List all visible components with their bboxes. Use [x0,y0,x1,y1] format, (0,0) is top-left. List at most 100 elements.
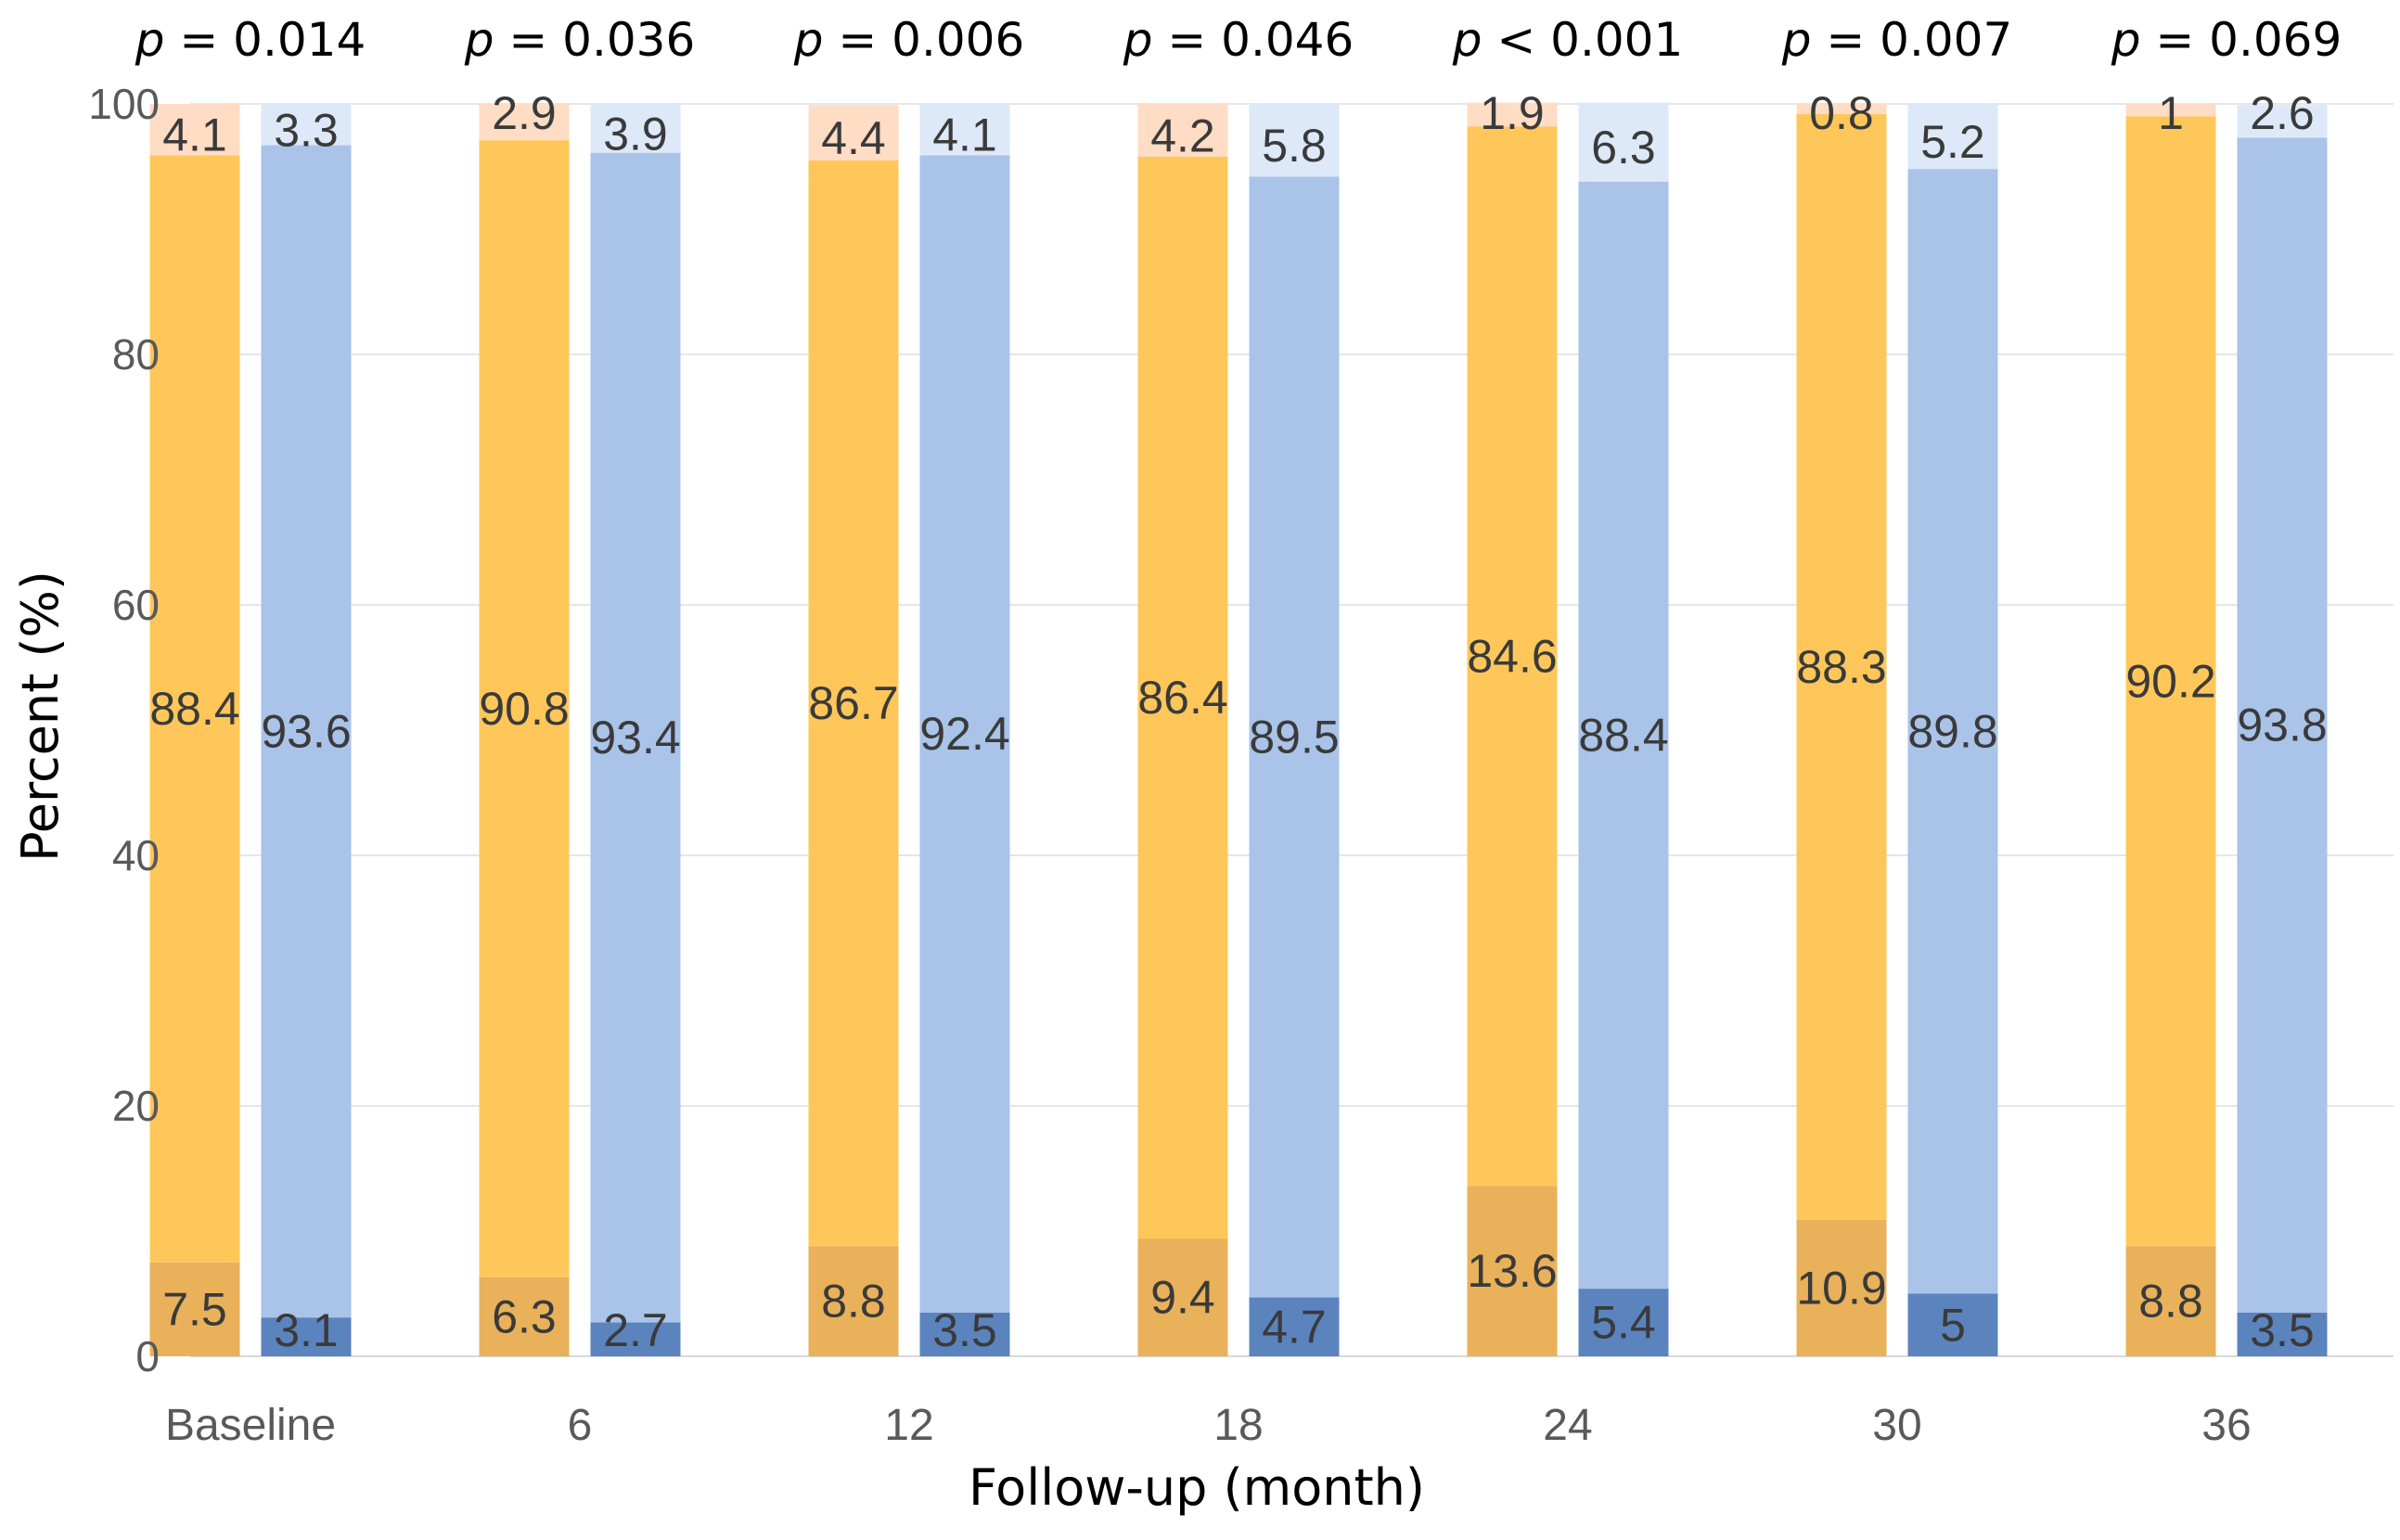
bar-segment-bottom-g0-6 [2125,1246,2216,1356]
p-value-label: p = 0.046 [1123,13,1354,67]
bar-label-bottom-g1-4: 5.4 [1591,1297,1656,1349]
bar-label-bottom-g1-6: 3.5 [2250,1304,2315,1356]
bar-segment-top-g1-2 [919,104,1010,156]
bar-label-top-g0-2: 4.4 [821,112,886,164]
bar-label-middle-g0-3: 86.4 [1137,672,1227,724]
bar-segment-bottom-g0-4 [1467,1186,1558,1356]
bar-label-bottom-g1-3: 4.7 [1262,1301,1327,1353]
bar-label-middle-g0-4: 84.6 [1467,630,1557,682]
p-value-text: = 0.046 [1152,13,1354,67]
bar-segment-bottom-g0-1 [479,1277,570,1356]
bar-label-middle-g0-5: 88.3 [1796,641,1886,693]
p-symbol: p [135,13,165,67]
axis-ticks: 0 20 40 60 80 100 Baseline 6 12 18 24 30 36 [88,80,2251,1450]
bar-segment-top-g1-5 [1907,104,1998,170]
bar-segment-top-g0-0 [149,104,240,156]
y-tick-label: 80 [112,330,160,379]
bar-label-bottom-g0-1: 6.3 [492,1290,557,1342]
bar-label-top-g0-4: 1.9 [1480,87,1545,139]
bar-label-middle-g1-1: 93.4 [590,712,680,764]
y-axis-title: Percent (%) [11,571,70,862]
bar-label-bottom-g1-2: 3.5 [932,1304,997,1356]
p-symbol: p [1452,13,1482,67]
bar-segment-middle-g0-2 [808,160,899,1247]
bar-segment-middle-g1-2 [919,155,1010,1313]
p-value-label: p = 0.006 [793,13,1025,67]
bar-label-top-g0-6: 1 [2158,87,2184,139]
p-value-label: p = 0.014 [135,13,366,67]
p-symbol: p [2111,13,2141,67]
p-value-label: p < 0.001 [1452,13,1684,67]
bar-label-top-g0-1: 2.9 [492,87,557,139]
bar-segment-bottom-g0-0 [149,1262,240,1356]
p-values: p = 0.014 p = 0.036 p = 0.006 p = 0.046 p < … [135,13,2342,67]
y-tick-label: 0 [135,1332,160,1380]
bar-label-middle-g1-4: 88.4 [1578,709,1668,761]
bar-segment-bottom-g1-1 [590,1322,681,1356]
p-symbol: p [464,13,494,67]
bar-label-bottom-g1-5: 5 [1940,1299,1966,1351]
y-tick-label: 100 [88,80,160,128]
bar-label-middle-g0-6: 90.2 [2125,655,2215,707]
bar-label-bottom-g1-0: 3.1 [274,1304,339,1356]
bar-label-top-g1-1: 3.9 [603,108,668,160]
bar-label-top-g1-2: 4.1 [932,109,997,161]
bar-segment-bottom-g0-3 [1137,1238,1228,1356]
bar-segment-middle-g0-0 [149,155,240,1263]
bar-label-bottom-g0-5: 10.9 [1796,1262,1886,1314]
p-symbol: p [793,13,824,67]
p-value-text: = 0.036 [494,13,695,67]
bar-segment-top-g1-3 [1249,104,1340,177]
bar-segment-middle-g1-6 [2237,137,2328,1313]
bar-labels: 7.5 88.4 4.1 3.1 93.6 3.3 6.3 90.8 2.9 2.7 93.4 3.9… [149,87,2327,1356]
bar-label-bottom-g0-2: 8.8 [821,1276,886,1328]
p-value-text: < 0.001 [1482,13,1683,67]
bar-segment-middle-g1-4 [1578,181,1669,1290]
p-value-label: p = 0.036 [464,13,696,67]
x-axis-title: Follow-up (month) [969,1458,1425,1517]
bar-segment-top-g0-1 [479,104,570,141]
bar-segment-bottom-g0-2 [808,1246,899,1356]
bar-label-top-g1-4: 6.3 [1591,122,1656,173]
bar-label-bottom-g0-3: 9.4 [1150,1272,1215,1324]
bar-label-top-g1-5: 5.2 [1920,116,1985,168]
bar-label-middle-g1-6: 93.8 [2237,699,2327,751]
bar-label-bottom-g0-4: 13.6 [1467,1245,1557,1297]
p-value-text: = 0.006 [823,13,1024,67]
bar-segment-bottom-g1-2 [919,1312,1010,1356]
y-tick-label: 40 [112,831,160,879]
bar-segment-top-g1-4 [1578,102,1669,182]
bar-label-middle-g0-1: 90.8 [479,683,569,735]
p-value-text: = 0.007 [1811,13,2012,67]
x-tick-label: 36 [2201,1401,2251,1450]
bar-segment-middle-g1-3 [1249,176,1340,1298]
bar-segment-top-g0-6 [2125,104,2216,117]
bar-label-top-g0-5: 0.8 [1809,87,1874,139]
bar-label-bottom-g0-0: 7.5 [162,1283,227,1335]
bar-label-top-g1-0: 3.3 [274,104,339,156]
bar-segment-bottom-g0-5 [1796,1219,1887,1356]
bar-label-top-g0-0: 4.1 [162,109,227,161]
bar-segment-middle-g1-1 [590,152,681,1323]
bar-segment-bottom-g1-6 [2237,1312,2328,1356]
bar-segment-middle-g0-1 [479,140,570,1277]
bar-segment-middle-g0-3 [1137,156,1228,1239]
p-value-text: = 0.014 [164,13,366,67]
bar-label-middle-g0-0: 88.4 [149,683,239,735]
x-tick-label: 18 [1213,1401,1263,1450]
y-tick-label: 60 [112,581,160,629]
bar-segment-bottom-g1-5 [1907,1293,1998,1356]
x-tick-label: 6 [568,1401,593,1450]
bar-label-middle-g0-2: 86.7 [808,677,898,729]
p-symbol: p [1123,13,1153,67]
bar-label-bottom-g1-1: 2.7 [603,1304,668,1356]
bar-segment-top-g1-1 [590,104,681,153]
bar-segment-middle-g0-4 [1467,126,1558,1187]
bar-segment-top-g0-3 [1137,104,1228,157]
x-tick-label: 12 [884,1401,933,1450]
p-value-label: p = 0.069 [2111,13,2342,67]
bar-label-middle-g1-3: 89.5 [1249,711,1339,763]
bar-label-middle-g1-5: 89.8 [1907,705,1997,757]
bar-label-top-g1-3: 5.8 [1262,120,1327,172]
